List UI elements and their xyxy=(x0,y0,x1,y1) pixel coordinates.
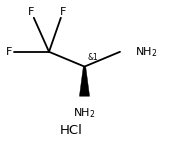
Text: F: F xyxy=(6,47,13,57)
Text: F: F xyxy=(28,7,34,17)
Text: NH$_2$: NH$_2$ xyxy=(135,45,158,59)
Text: HCl: HCl xyxy=(59,124,82,137)
Text: F: F xyxy=(60,7,67,17)
Text: &1: &1 xyxy=(88,53,99,62)
Polygon shape xyxy=(79,67,90,96)
Text: NH$_2$: NH$_2$ xyxy=(73,107,96,120)
